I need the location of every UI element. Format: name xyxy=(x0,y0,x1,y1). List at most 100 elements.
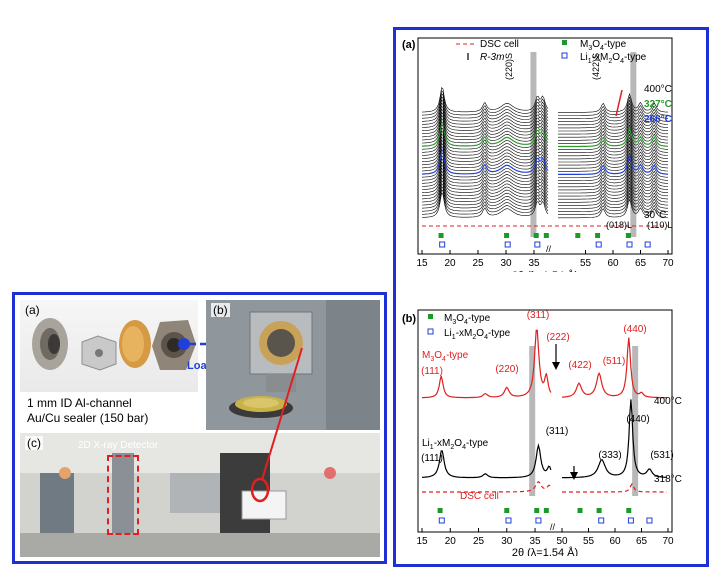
xrd-pattern-a-12 xyxy=(421,155,668,181)
axis-break-a: // xyxy=(546,244,552,254)
series-name-400c: 400°C xyxy=(654,396,682,407)
xrd-pattern-a-19 xyxy=(421,133,668,160)
legend-li-label-a: Li1-xM2O4-type xyxy=(580,52,647,65)
series-name-318c: 318°C xyxy=(654,474,682,485)
xrd-pattern-400c-b xyxy=(422,329,667,399)
panel-label-a: (a) xyxy=(402,39,416,51)
x-tick-label-a-4: 35 xyxy=(528,258,540,269)
marker-li-a-3 xyxy=(595,241,602,248)
peak-label-400c-1: (220) xyxy=(495,364,518,375)
legend-li-label-b: Li1-xM2O4-type xyxy=(444,328,511,341)
xrd-pattern-a-10 xyxy=(421,161,668,188)
temperature-label-a-2: 266°C xyxy=(644,114,672,125)
marker-li-b-0 xyxy=(438,517,445,524)
marker-li-a-1 xyxy=(504,241,511,248)
plot-frame-a xyxy=(417,37,673,255)
marker-m3o4-b-5 xyxy=(596,508,602,513)
x-tick-label-b-8: 65 xyxy=(636,536,648,547)
peak-label-400c-0: (111) xyxy=(421,366,443,377)
peak-label-a-2: (018)L xyxy=(606,220,632,230)
marker-m3o4-a-1 xyxy=(504,233,510,238)
panel-a-caption-line1: 1 mm ID Al-channel xyxy=(27,396,132,410)
xrd-pattern-a-28 xyxy=(421,105,668,132)
xrd-pattern-a-29 xyxy=(421,102,668,129)
setup-figure-frame xyxy=(12,292,387,564)
marker-m3o4-b-0 xyxy=(437,508,443,513)
xrd-pattern-a-20 xyxy=(421,130,668,157)
x-tick-label-a-1: 20 xyxy=(444,258,456,269)
x-tick-label-b-6: 55 xyxy=(583,536,595,547)
peak-label-318c-3: (440) xyxy=(626,414,649,425)
axis-break-b: // xyxy=(550,522,556,532)
peak-label-400c-6: (440) xyxy=(623,324,646,335)
xrd-pattern-a-23 xyxy=(421,120,668,148)
x-tick-label-a-8: 70 xyxy=(662,258,674,269)
legend-m3o4-label-a: M3O4-type xyxy=(580,39,627,52)
x-tick-label-b-3: 30 xyxy=(501,536,513,547)
x-tick-label-a-3: 30 xyxy=(500,258,512,269)
marker-li-b-4 xyxy=(627,517,634,524)
xrd-pattern-a-14 xyxy=(421,148,668,175)
xrd-pattern-a-6 xyxy=(421,173,668,200)
legend-r3m-label-a: R-3m xyxy=(480,52,504,63)
legend-li-swatch-b xyxy=(427,328,434,335)
peak-label-318c-2: (333) xyxy=(598,450,621,461)
x-tick-label-b-4: 35 xyxy=(529,536,541,547)
peak-label-318c-4: (531) xyxy=(650,450,673,461)
peak-label-318c-0: (111) xyxy=(421,453,443,464)
temperature-label-a-1: 327°C xyxy=(644,99,672,110)
marker-li-a-4 xyxy=(626,241,633,248)
xrd-pattern-a-33 xyxy=(421,90,668,116)
legend-dsc-label-a: DSC cell xyxy=(480,39,519,50)
highlight-band-a-0 xyxy=(530,52,537,237)
photo-sample-cell-parts xyxy=(20,300,198,392)
xrd-pattern-a-17 xyxy=(421,139,668,166)
x-tick-label-a-0: 15 xyxy=(416,258,428,269)
xrd-pattern-a-34 xyxy=(421,86,668,113)
marker-m3o4-b-1 xyxy=(504,508,510,513)
marker-li-a-5 xyxy=(644,241,651,248)
xrd-pattern-a-7 xyxy=(421,170,668,197)
loading-station-drawing xyxy=(206,300,380,430)
highlight-band-a-1 xyxy=(630,52,637,237)
legend-m3o4-swatch-a xyxy=(562,40,567,45)
peak-label-a-3: (110)L xyxy=(647,220,672,230)
peak-label-318c-1: (311) xyxy=(546,426,569,437)
xrd-pattern-a-9 xyxy=(421,164,668,191)
marker-m3o4-b-4 xyxy=(577,508,583,513)
xrd-chart-b: // 15 20 25 30 35 50 55 60 65 70 2θ (λ=1.54 Å) (b) M3… xyxy=(402,309,682,556)
photo-beamline xyxy=(20,433,380,557)
marker-m3o4-a-3 xyxy=(543,233,549,238)
panel-a-label: (a) xyxy=(25,303,40,317)
xrd-pattern-a-3 xyxy=(421,183,668,209)
x-tick-label-b-0: 15 xyxy=(416,536,428,547)
xrd-pattern-a-16 xyxy=(421,142,668,169)
xrd-pattern-a-15 xyxy=(421,145,668,172)
marker-li-a-0 xyxy=(439,241,446,248)
xrd-chart-a: // 15 20 25 30 35 55 60 65 70 2θ (λ=1.54 Å) (a) DSC … xyxy=(402,37,674,272)
marker-li-b-1 xyxy=(505,517,512,524)
xrd-pattern-318c-b xyxy=(421,399,667,479)
panel-b-label: (b) xyxy=(211,303,230,317)
marker-li-b-5 xyxy=(646,517,653,524)
xrd-pattern-a-5 xyxy=(421,176,668,203)
peak-label-400c-5: (511) xyxy=(603,356,626,367)
x-tick-label-b-9: 70 xyxy=(662,536,674,547)
peak-label-400c-2: (311) xyxy=(527,310,550,321)
photo-loading-station xyxy=(206,300,380,430)
highlight-band-b-0 xyxy=(529,346,536,496)
sample-position-marker xyxy=(250,347,303,503)
xrd-figure-frame xyxy=(393,27,709,567)
panel-label-b: (b) xyxy=(402,313,416,325)
temperature-label-a-3: 30°C xyxy=(644,210,666,221)
x-axis-label-a: 2θ (λ=1.54 Å) xyxy=(512,269,578,272)
x-tick-label-b-7: 60 xyxy=(609,536,621,547)
peak-label-a-0: (220)S xyxy=(504,53,514,80)
xrd-pattern-a-0 xyxy=(421,192,668,219)
red-arrow-a xyxy=(615,89,623,117)
xrd-pattern-a-18 xyxy=(421,136,668,163)
xrd-pattern-a-11 xyxy=(421,158,668,184)
marker-m3o4-b-2 xyxy=(534,508,540,513)
xrd-pattern-a-25 xyxy=(421,114,668,141)
x-tick-label-b-1: 20 xyxy=(445,536,457,547)
